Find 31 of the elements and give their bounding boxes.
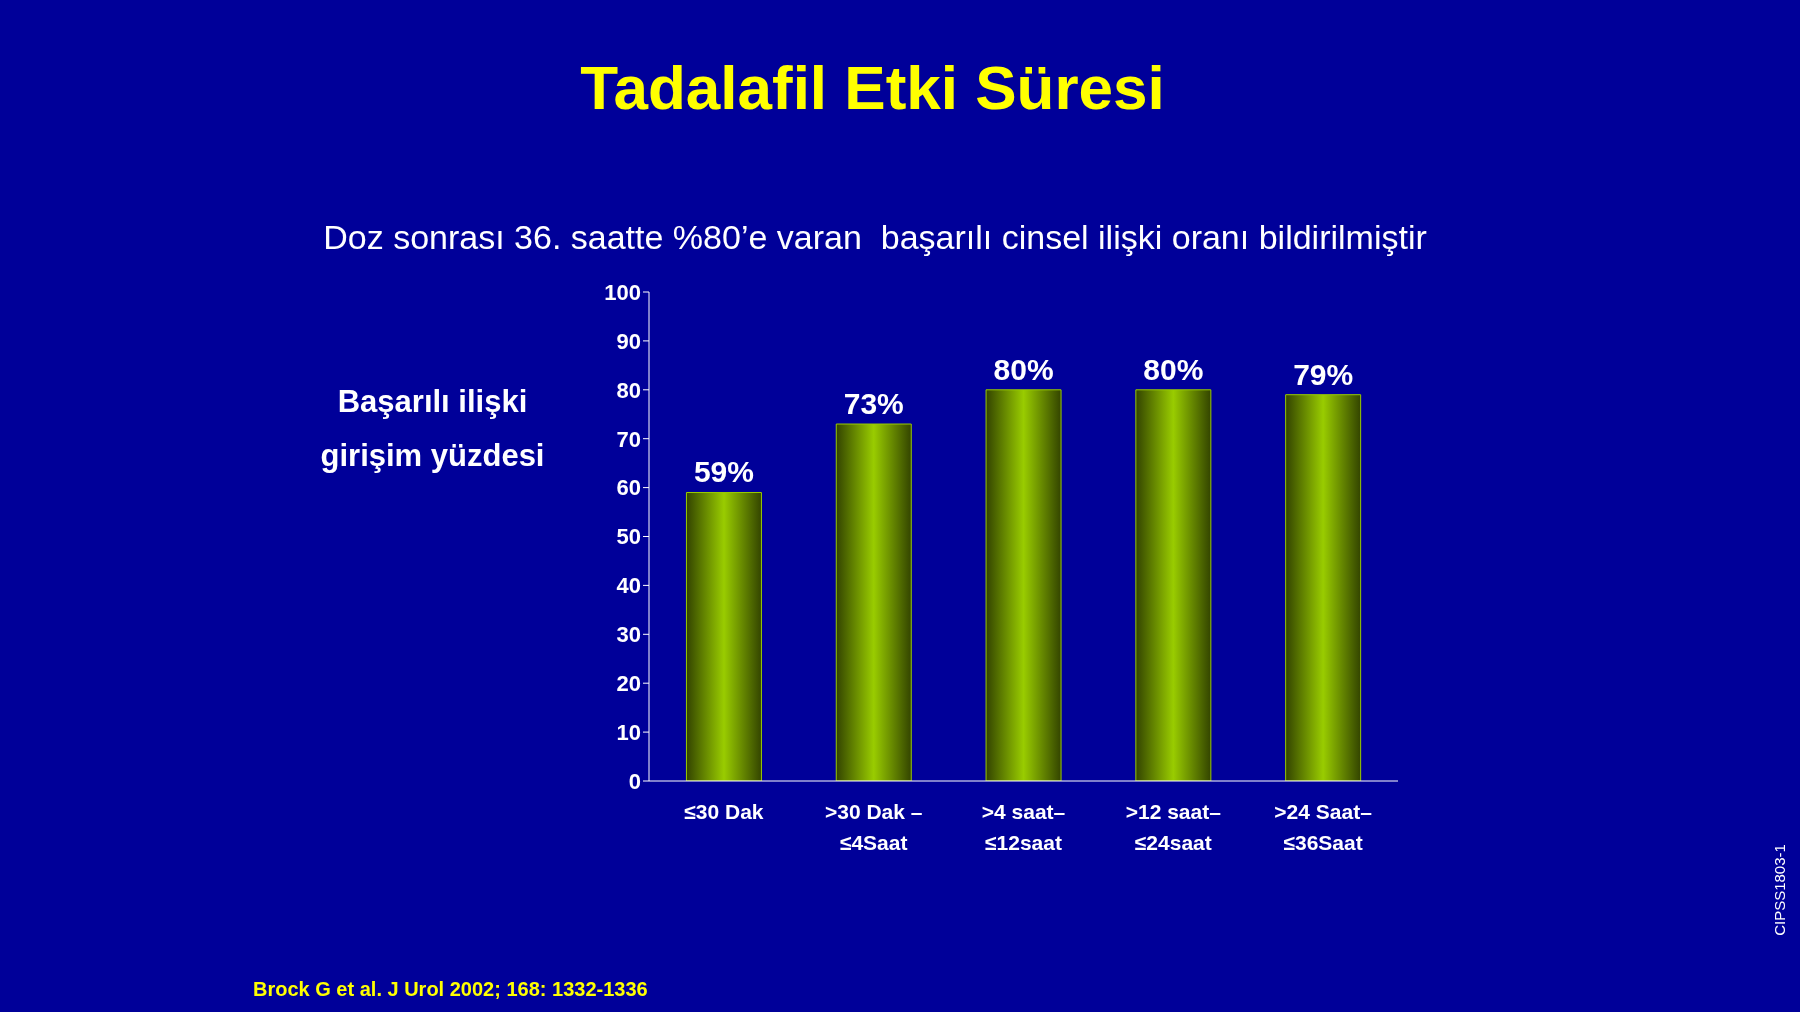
y-tick-label: 0 <box>628 768 641 794</box>
y-tick-label: 50 <box>616 524 641 550</box>
bar <box>685 491 762 781</box>
data-label: 73% <box>843 387 904 421</box>
y-tick-label: 70 <box>616 426 641 452</box>
bar <box>985 389 1062 781</box>
bar <box>1135 389 1212 781</box>
y-tick-label: 60 <box>616 475 641 501</box>
chart-subtitle: Doz sonrası 36. saatte %80’e varan başarılı cinsel ilişki oranı bildirilmiştir <box>322 218 1428 257</box>
x-tick-label: >12 saat– ≤24saat <box>1125 800 1222 854</box>
text: CIPSS1803-1 <box>1770 844 1788 936</box>
y-tick-label: 100 <box>604 279 641 305</box>
bar <box>835 423 912 781</box>
x-tick-label: >30 Dak – ≤4Saat <box>824 800 923 854</box>
y-axis-title: Başarılı ilişki girişim yüzdesi <box>319 383 546 475</box>
text: Brock G et al. J Urol 2002; 168: 1332-1336 <box>253 978 648 1001</box>
x-tick-label: ≤30 Dak <box>684 800 764 823</box>
y-tick-label: 90 <box>616 328 641 354</box>
y-tick-label: 80 <box>616 377 641 403</box>
bar <box>1285 394 1362 781</box>
data-label: 79% <box>1293 357 1354 391</box>
data-label: 59% <box>693 455 754 489</box>
x-tick-label: >4 saat– ≤12saat <box>981 800 1066 854</box>
y-tick-label: 10 <box>616 719 641 745</box>
data-label: 80% <box>1143 352 1204 386</box>
y-tick-label: 20 <box>616 671 641 697</box>
y-tick-label: 40 <box>616 573 641 599</box>
data-label: 80% <box>993 352 1054 386</box>
y-tick-label: 30 <box>616 622 641 648</box>
chart-title: Tadalafil Etki Süresi <box>579 52 1166 123</box>
x-tick-label: >24 Saat– ≤36Saat <box>1274 800 1373 854</box>
